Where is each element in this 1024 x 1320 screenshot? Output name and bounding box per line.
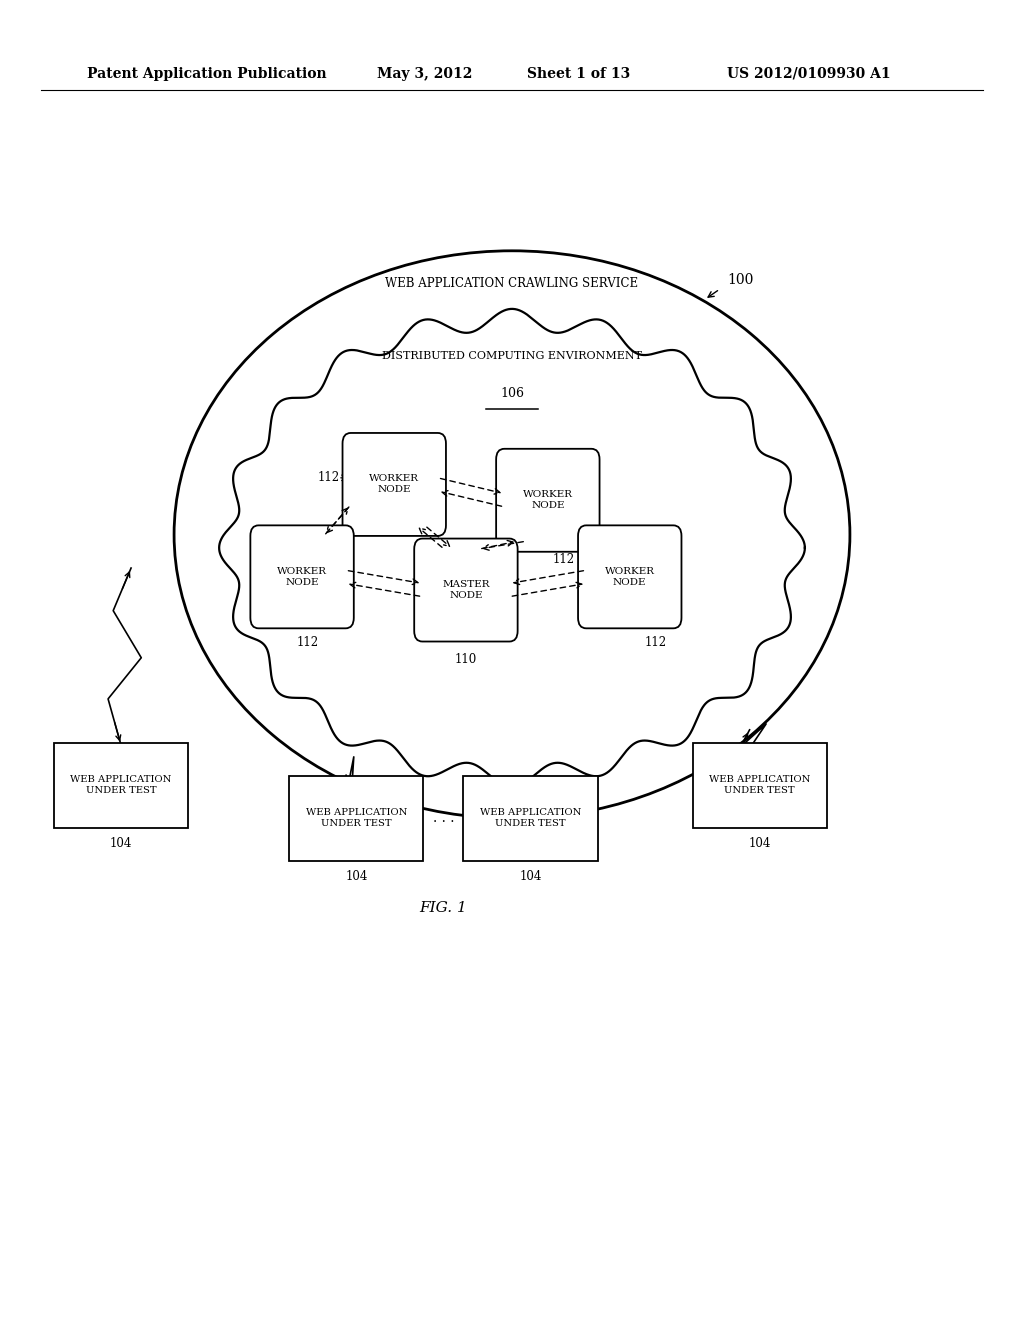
FancyBboxPatch shape: [578, 525, 682, 628]
Text: 112: 112: [297, 636, 319, 649]
Text: 112: 112: [553, 553, 575, 566]
Text: WEB APPLICATION
UNDER TEST: WEB APPLICATION UNDER TEST: [480, 808, 581, 829]
Text: 110: 110: [455, 652, 477, 665]
Text: WORKER
NODE: WORKER NODE: [278, 566, 327, 587]
Text: WEB APPLICATION CRAWLING SERVICE: WEB APPLICATION CRAWLING SERVICE: [385, 277, 639, 290]
Text: 104: 104: [110, 837, 132, 850]
Text: 104: 104: [519, 870, 542, 883]
Text: 104: 104: [749, 837, 771, 850]
Text: 100: 100: [727, 273, 754, 286]
Text: FIG. 1: FIG. 1: [420, 902, 467, 915]
Text: MASTER
NODE: MASTER NODE: [442, 579, 489, 601]
Text: . . .: . . .: [433, 812, 454, 825]
FancyBboxPatch shape: [289, 776, 424, 861]
Text: WEB APPLICATION
UNDER TEST: WEB APPLICATION UNDER TEST: [710, 775, 810, 796]
FancyBboxPatch shape: [53, 743, 188, 828]
FancyBboxPatch shape: [497, 449, 600, 552]
FancyBboxPatch shape: [692, 743, 827, 828]
FancyBboxPatch shape: [250, 525, 354, 628]
Text: WORKER
NODE: WORKER NODE: [523, 490, 572, 511]
Text: Sheet 1 of 13: Sheet 1 of 13: [527, 67, 631, 81]
FancyBboxPatch shape: [463, 776, 598, 861]
Text: Patent Application Publication: Patent Application Publication: [87, 67, 327, 81]
Text: WORKER
NODE: WORKER NODE: [370, 474, 419, 495]
Text: 112: 112: [645, 636, 668, 649]
Text: 106: 106: [500, 387, 524, 400]
Text: WEB APPLICATION
UNDER TEST: WEB APPLICATION UNDER TEST: [71, 775, 171, 796]
Text: WORKER
NODE: WORKER NODE: [605, 566, 654, 587]
FancyBboxPatch shape: [414, 539, 518, 642]
Text: 104: 104: [345, 870, 368, 883]
FancyBboxPatch shape: [342, 433, 446, 536]
Text: WEB APPLICATION
UNDER TEST: WEB APPLICATION UNDER TEST: [306, 808, 407, 829]
Text: DISTRIBUTED COMPUTING ENVIRONMENT: DISTRIBUTED COMPUTING ENVIRONMENT: [382, 351, 642, 362]
Text: 112: 112: [317, 471, 340, 484]
Text: May 3, 2012: May 3, 2012: [377, 67, 472, 81]
Text: US 2012/0109930 A1: US 2012/0109930 A1: [727, 67, 891, 81]
